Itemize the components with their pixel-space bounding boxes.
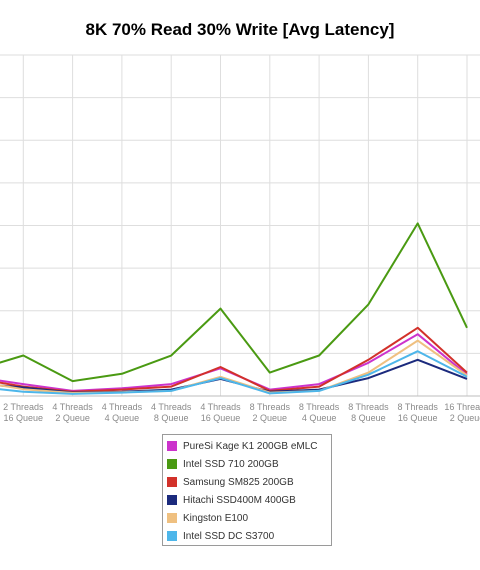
series-line-0 xyxy=(0,333,468,392)
legend-label: Hitachi SSD400M 400GB xyxy=(183,494,296,506)
x-tick-label: 2 Queue xyxy=(55,413,90,423)
legend-label: Intel SSD 710 200GB xyxy=(183,458,279,470)
series-line-5 xyxy=(0,350,468,395)
legend-label: Samsung SM825 200GB xyxy=(183,476,294,488)
series-line-1 xyxy=(0,222,468,383)
x-tick-label: 4 Queue xyxy=(105,413,140,423)
x-tick-label: 8 Threads xyxy=(398,402,439,412)
x-tick-label: 8 Threads xyxy=(348,402,389,412)
x-tick-label: 16 Queue xyxy=(4,413,44,423)
legend-item: Samsung SM825 200GB xyxy=(167,473,331,491)
legend-swatch xyxy=(167,441,177,451)
x-tick-label: 4 Queue xyxy=(302,413,337,423)
legend-item: Kingston E100 xyxy=(167,509,331,527)
legend-label: PureSi Kage K1 200GB eMLC xyxy=(183,440,318,452)
chart-title: 8K 70% Read 30% Write [Avg Latency] xyxy=(85,20,395,39)
x-tick-label: 16 Queue xyxy=(398,413,438,423)
legend-swatch xyxy=(167,477,177,487)
legend-swatch xyxy=(167,531,177,541)
x-tick-label: 2 Queue xyxy=(253,413,288,423)
x-tick-label: 16 Threads xyxy=(444,402,480,412)
series-line-4 xyxy=(0,339,468,394)
series-line-3 xyxy=(0,358,468,394)
x-tick-label: 16 Queue xyxy=(201,413,241,423)
legend-item: Hitachi SSD400M 400GB xyxy=(167,491,331,509)
x-tick-label: 2 Queue xyxy=(450,413,480,423)
chart-legend: PureSi Kage K1 200GB eMLC Intel SSD 710 2… xyxy=(162,434,332,546)
legend-item: PureSi Kage K1 200GB eMLC xyxy=(167,437,331,455)
legend-swatch xyxy=(167,459,177,469)
x-tick-label: 4 Threads xyxy=(151,402,192,412)
x-tick-label: 4 Threads xyxy=(200,402,241,412)
legend-swatch xyxy=(167,513,177,523)
x-tick-label: 8 Threads xyxy=(250,402,291,412)
x-tick-label: 4 Threads xyxy=(102,402,143,412)
x-tick-label: 4 Threads xyxy=(52,402,93,412)
legend-item: Intel SSD 710 200GB xyxy=(167,455,331,473)
legend-label: Kingston E100 xyxy=(183,512,249,524)
legend-label: Intel SSD DC S3700 xyxy=(183,530,275,542)
x-tick-label: 8 Threads xyxy=(299,402,340,412)
x-tick-label: 8 Queue xyxy=(351,413,386,423)
x-tick-label: 2 Threads xyxy=(3,402,44,412)
x-tick-label: 8 Queue xyxy=(154,413,189,423)
legend-item: Intel SSD DC S3700 xyxy=(167,527,331,545)
legend-swatch xyxy=(167,495,177,505)
